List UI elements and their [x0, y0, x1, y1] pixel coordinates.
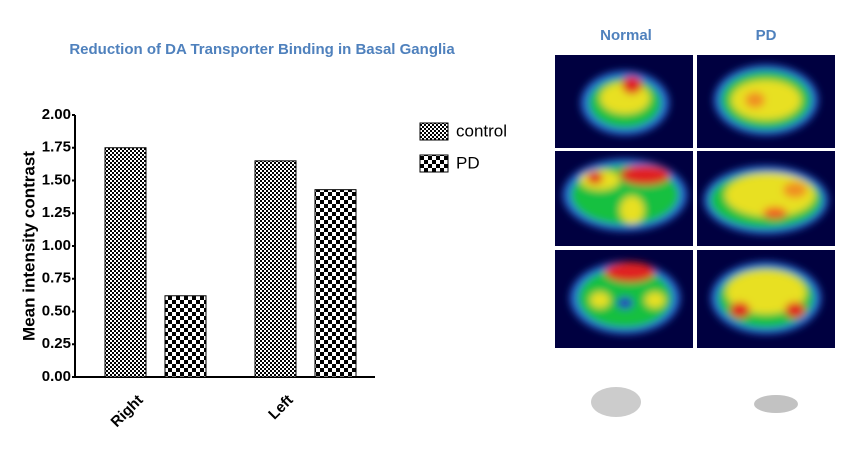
bar — [104, 147, 147, 378]
x-tick-label: Left — [265, 392, 296, 423]
y-tick-label: 0.00 — [42, 368, 71, 385]
x-tick-label: Right — [108, 392, 147, 431]
legend-swatch — [419, 122, 449, 141]
legend-label: PD — [456, 153, 480, 172]
legend-swatch — [419, 154, 449, 173]
y-tick-label: 2.00 — [42, 106, 71, 123]
y-tick-label: 0.50 — [42, 302, 71, 319]
y-tick-label: 1.75 — [42, 139, 71, 156]
legend-label: control — [456, 121, 507, 140]
image-column-label: Normal — [600, 27, 652, 44]
bar — [164, 295, 207, 378]
image-column-label: PD — [756, 27, 777, 44]
y-tick-label: 0.75 — [42, 270, 71, 287]
chart-title: Reduction of DA Transporter Binding in B… — [69, 41, 455, 58]
scan-images — [555, 55, 835, 417]
y-tick-label: 0.25 — [42, 335, 71, 352]
bar — [314, 189, 357, 378]
y-axis-label: Mean intensity contrast — [19, 151, 38, 341]
y-tick-label: 1.25 — [42, 204, 71, 221]
bar — [254, 160, 297, 378]
y-tick-label: 1.00 — [42, 237, 71, 254]
y-tick-label: 1.50 — [42, 171, 71, 188]
